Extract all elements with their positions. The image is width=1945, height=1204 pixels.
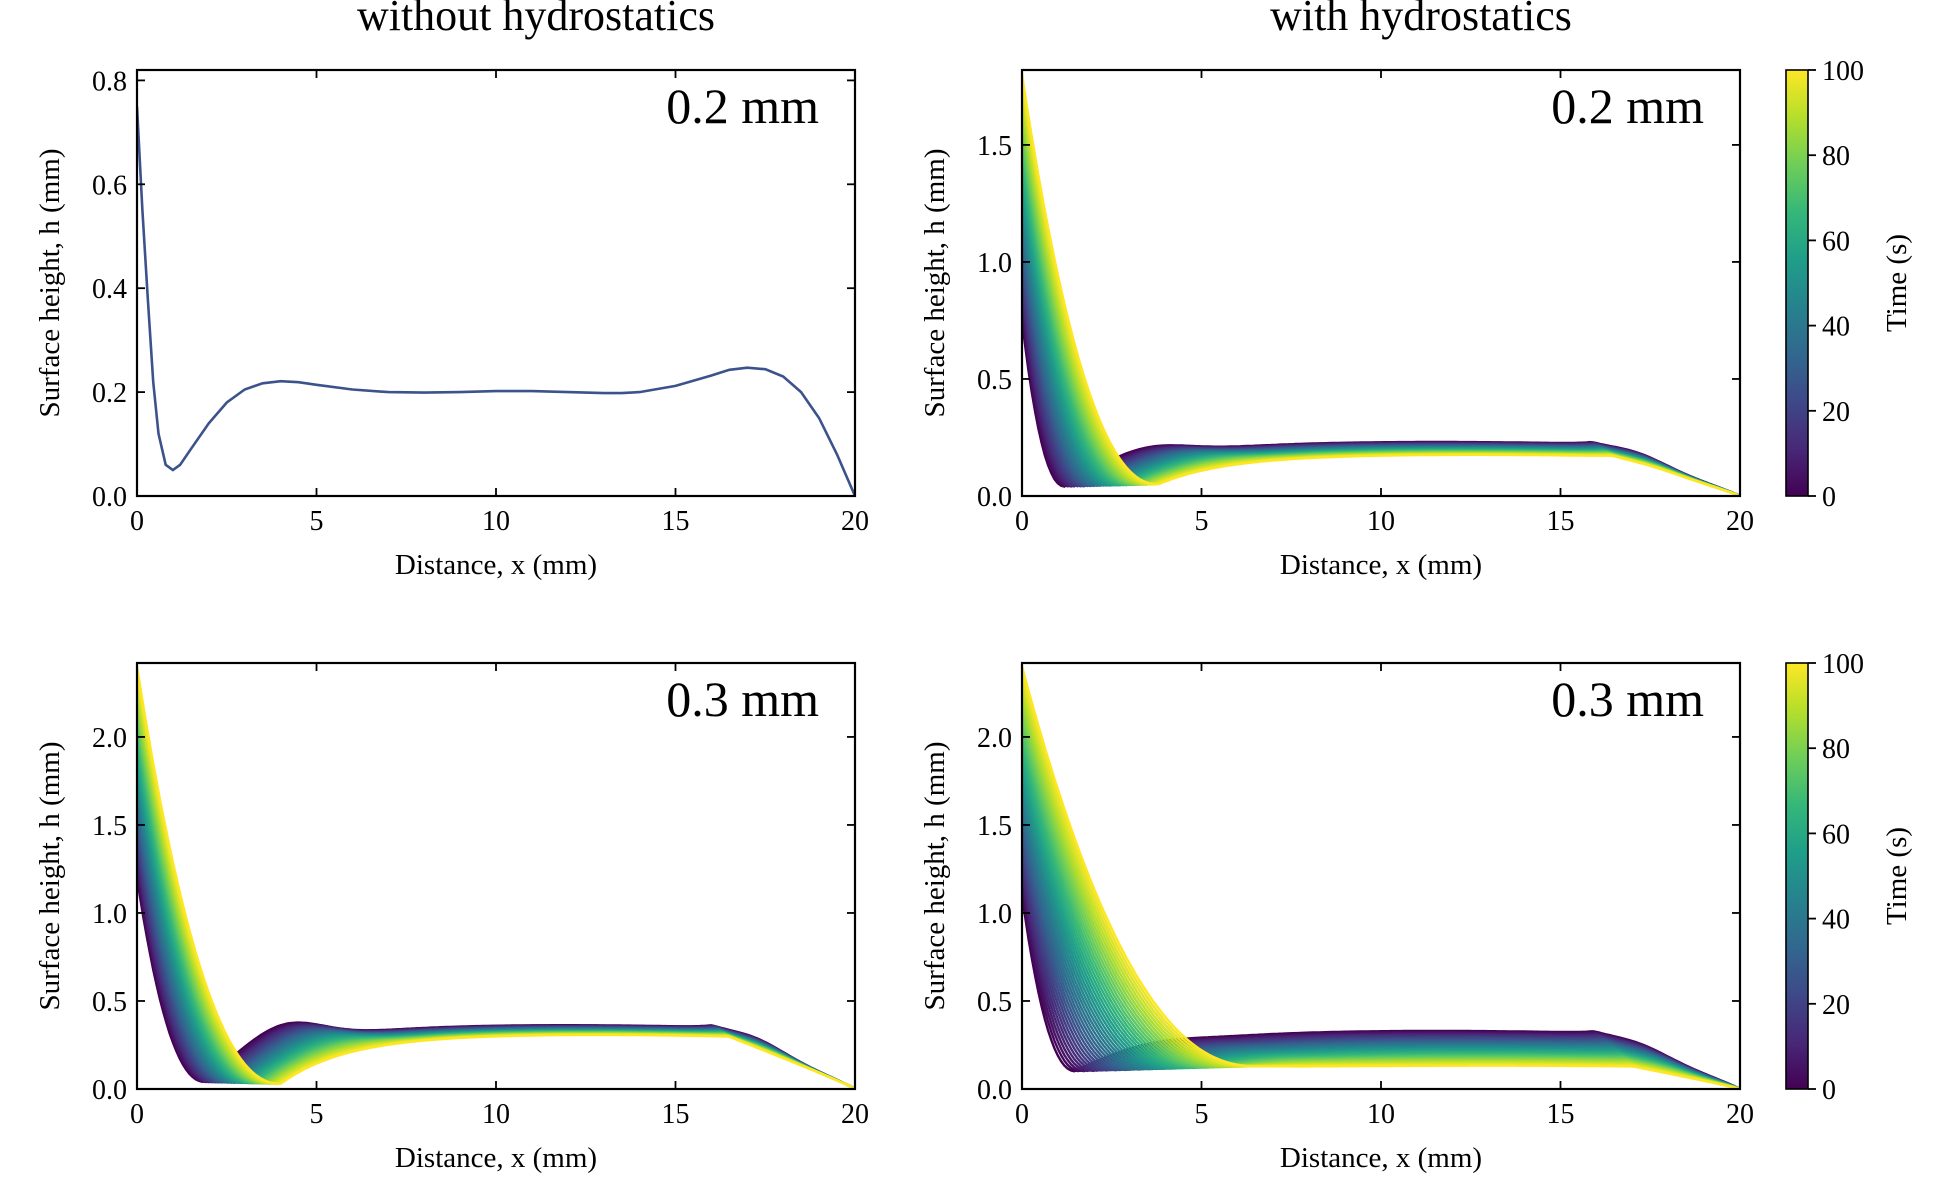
colorbar-tick-label: 20 xyxy=(1822,397,1850,428)
y-tick-label: 0.8 xyxy=(92,66,127,97)
colorbar-tick-label: 40 xyxy=(1822,312,1850,343)
colorbar-tick-label: 20 xyxy=(1822,990,1850,1021)
x-axis-label: Distance, x (mm) xyxy=(395,1142,597,1174)
plot-area xyxy=(137,106,855,496)
y-axis-label: Surface height, h (mm) xyxy=(919,149,951,418)
x-tick-label: 15 xyxy=(1547,506,1575,537)
x-tick-label: 0 xyxy=(1015,1099,1029,1130)
colorbar-tick-label: 0 xyxy=(1822,1075,1836,1106)
y-tick-label: 2.0 xyxy=(92,723,127,754)
x-tick-label: 20 xyxy=(841,1099,869,1130)
x-tick-label: 0 xyxy=(130,506,144,537)
y-tick-label: 0.4 xyxy=(92,274,127,305)
y-tick-label: 0.5 xyxy=(92,987,127,1018)
y-tick-label: 1.0 xyxy=(977,248,1012,279)
x-tick-label: 20 xyxy=(1726,506,1754,537)
panel-top-right: 0 5 10 15 20 0.0 0.5 1.0 1.5 Distance, x (mm) Surf… xyxy=(919,68,1754,581)
time-curve xyxy=(1022,87,1740,496)
colorbar-bottom: 0 20 40 60 80 100 Time (s) xyxy=(1785,649,1913,1106)
y-tick-label: 0.6 xyxy=(92,170,127,201)
x-tick-label: 20 xyxy=(841,506,869,537)
thickness-annotation: 0.3 mm xyxy=(1551,671,1704,727)
y-tick-label: 0.0 xyxy=(977,482,1012,513)
series-line xyxy=(137,106,855,496)
x-tick-label: 10 xyxy=(1367,506,1395,537)
plot-area xyxy=(1022,666,1740,1089)
y-tick-label: 1.5 xyxy=(977,131,1012,162)
time-curve xyxy=(137,796,855,1089)
colorbar-top: 0 20 40 60 80 100 Time (s) xyxy=(1785,56,1913,513)
x-tick-label: 0 xyxy=(130,1099,144,1130)
column-title-right: with hydrostatics xyxy=(1270,0,1572,40)
colorbar-gradient xyxy=(1785,69,1809,497)
x-axis-label: Distance, x (mm) xyxy=(1280,1142,1482,1174)
y-tick-label: 2.0 xyxy=(977,723,1012,754)
y-tick-label: 1.5 xyxy=(977,811,1012,842)
x-axis-label: Distance, x (mm) xyxy=(1280,549,1482,581)
colorbar-label: Time (s) xyxy=(1881,234,1913,332)
time-curve xyxy=(1022,93,1740,496)
y-tick-label: 1.0 xyxy=(977,899,1012,930)
y-tick-label: 0.2 xyxy=(92,378,127,409)
x-tick-label: 10 xyxy=(482,506,510,537)
y-tick-label: 1.5 xyxy=(92,811,127,842)
time-curve xyxy=(1022,99,1740,496)
x-tick-label: 0 xyxy=(1015,506,1029,537)
colorbar-tick-label: 60 xyxy=(1822,819,1850,850)
y-axis-label: Surface height, h (mm) xyxy=(34,742,66,1011)
colorbar-tick-label: 80 xyxy=(1822,141,1850,172)
x-tick-label: 20 xyxy=(1726,1099,1754,1130)
x-tick-label: 5 xyxy=(1195,506,1209,537)
x-tick-label: 5 xyxy=(310,506,324,537)
thickness-annotation: 0.3 mm xyxy=(666,671,819,727)
colorbar-tick-label: 40 xyxy=(1822,905,1850,936)
x-tick-label: 5 xyxy=(1195,1099,1209,1130)
colorbar-gradient xyxy=(1785,662,1809,1090)
x-tick-label: 10 xyxy=(482,1099,510,1130)
panel-top-left: 0 5 10 15 20 0.0 0.2 0.4 0.6 0.8 Distance, x (mm) S… xyxy=(34,66,869,581)
x-tick-label: 15 xyxy=(1547,1099,1575,1130)
y-tick-label: 0.0 xyxy=(977,1075,1012,1106)
panel-bottom-left: 0 5 10 15 20 0.0 0.5 1.0 1.5 2.0 Distance, x (mm) S… xyxy=(34,661,869,1174)
colorbar-tick-label: 80 xyxy=(1822,734,1850,765)
colorbar-tick-label: 100 xyxy=(1822,649,1864,680)
colorbar-tick-label: 100 xyxy=(1822,56,1864,87)
x-tick-label: 5 xyxy=(310,1099,324,1130)
panel-bottom-right: 0 5 10 15 20 0.0 0.5 1.0 1.5 2.0 Distance, x (mm) S… xyxy=(919,661,1754,1174)
time-curve xyxy=(1022,74,1740,496)
time-curve xyxy=(1022,181,1740,496)
colorbar-label: Time (s) xyxy=(1881,827,1913,925)
x-tick-label: 10 xyxy=(1367,1099,1395,1130)
time-curve xyxy=(1022,106,1740,496)
y-tick-label: 0.5 xyxy=(977,365,1012,396)
x-tick-label: 15 xyxy=(662,506,690,537)
column-title-left: without hydrostatics xyxy=(357,0,715,40)
time-curve xyxy=(1022,118,1740,496)
y-tick-label: 0.0 xyxy=(92,1075,127,1106)
y-axis-label: Surface height, h (mm) xyxy=(34,149,66,418)
x-axis-label: Distance, x (mm) xyxy=(395,549,597,581)
x-tick-label: 15 xyxy=(662,1099,690,1130)
time-curve xyxy=(1022,666,1740,1089)
plot-area xyxy=(137,666,855,1089)
plot-area xyxy=(1022,74,1740,496)
time-curve xyxy=(1022,124,1740,496)
colorbar-tick-label: 0 xyxy=(1822,482,1836,513)
time-curve xyxy=(1022,80,1740,496)
time-curve xyxy=(137,855,855,1089)
y-tick-label: 0.5 xyxy=(977,987,1012,1018)
time-curve xyxy=(1022,112,1740,496)
time-curve xyxy=(137,666,855,1089)
y-axis-label: Surface height, h (mm) xyxy=(919,742,951,1011)
thickness-annotation: 0.2 mm xyxy=(1551,78,1704,134)
thickness-annotation: 0.2 mm xyxy=(666,78,819,134)
y-tick-label: 0.0 xyxy=(92,482,127,513)
y-tick-label: 1.0 xyxy=(92,899,127,930)
colorbar-tick-label: 60 xyxy=(1822,226,1850,257)
